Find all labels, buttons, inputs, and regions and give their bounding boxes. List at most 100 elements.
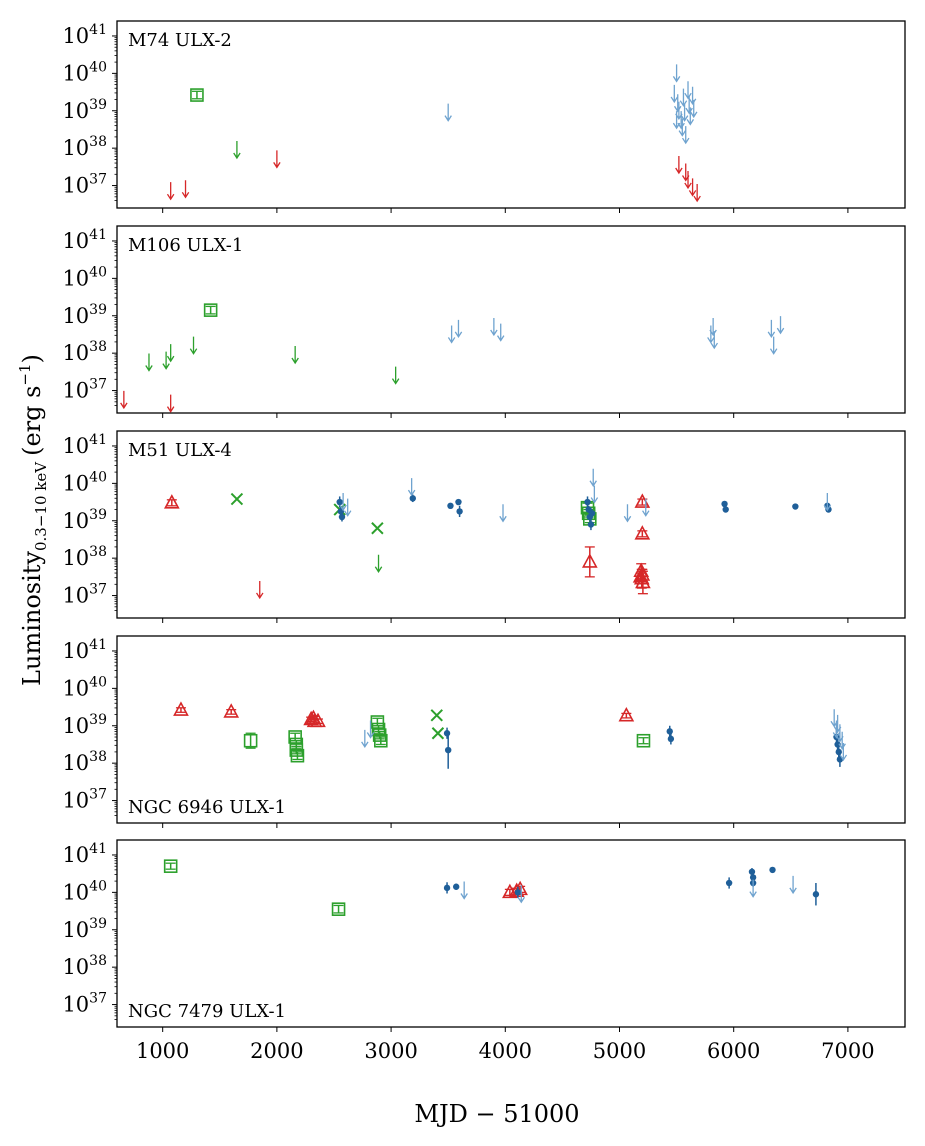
panel-title: M106 ULX-1	[128, 235, 243, 256]
x-tick-label: 2000	[250, 1039, 303, 1063]
upper-limit-arrow	[447, 325, 456, 344]
dot-marker	[721, 500, 728, 508]
upper-limit-arrow	[181, 180, 190, 199]
x-tick-label: 6000	[707, 1039, 760, 1063]
y-axis-title-unit: (erg s	[18, 386, 46, 456]
upper-limit-arrow	[499, 504, 507, 523]
upper-limit-arrow	[374, 554, 383, 573]
upper-limit-arrow	[366, 720, 375, 739]
dot-marker	[447, 502, 454, 509]
dot-marker	[444, 746, 452, 754]
y-tick-label: 1040	[62, 469, 107, 495]
upper-limit-arrow	[838, 731, 846, 750]
upper-limit-arrow	[823, 493, 832, 512]
upper-limit-arrow	[789, 875, 797, 895]
upper-limit-arrow	[642, 498, 650, 517]
dot-marker	[722, 506, 729, 513]
square-marker	[190, 88, 204, 102]
upper-limit-arrow	[710, 331, 719, 350]
dot-marker	[725, 879, 733, 887]
y-tick-label: 1039	[62, 302, 107, 328]
triangle-marker	[581, 553, 598, 568]
square-marker	[636, 733, 651, 748]
dot-marker	[336, 498, 343, 506]
panel-title: NGC 7479 ULX-1	[128, 1001, 286, 1022]
upper-limit-arrow	[684, 81, 692, 100]
upper-limit-arrow	[166, 394, 175, 413]
dot-marker	[584, 498, 591, 506]
x-tick-label: 4000	[479, 1039, 532, 1063]
y-tick-label: 1038	[62, 544, 107, 570]
triangle-marker	[173, 701, 189, 716]
upper-limit-arrow	[407, 478, 416, 497]
upper-limit-arrow	[233, 141, 241, 160]
y-tick-label: 1040	[62, 264, 107, 290]
dot-marker	[443, 730, 451, 737]
y-tick-label: 1039	[62, 712, 107, 738]
upper-limit-arrow	[693, 184, 701, 203]
x-tick-label: 3000	[364, 1039, 417, 1063]
panel-frame	[116, 430, 906, 619]
upper-limit-arrow	[590, 485, 599, 504]
upper-limit-arrow	[343, 498, 352, 517]
upper-limit-arrow	[444, 103, 452, 122]
panel: 1037 1038 1039 1040 1041 M106 ULX-1	[62, 225, 906, 418]
upper-limit-arrow	[767, 319, 776, 339]
panel-frame	[116, 839, 906, 1028]
upper-limit-arrow	[162, 351, 170, 370]
square-marker	[163, 859, 178, 873]
triangle-marker	[618, 706, 635, 722]
x-axis-title: MJD − 51000	[414, 1100, 579, 1128]
y-tick-label: 1041	[62, 637, 107, 663]
cross-marker	[230, 492, 244, 506]
cross-marker	[430, 709, 443, 722]
upper-limit-arrow	[769, 336, 778, 355]
upper-limit-arrow	[776, 316, 785, 335]
y-tick-label: 1038	[62, 749, 107, 775]
triangle-marker	[632, 568, 649, 583]
upper-limit-arrow	[689, 99, 698, 119]
dot-marker	[748, 868, 756, 875]
upper-limit-arrow	[680, 103, 689, 122]
cross-marker	[431, 727, 445, 740]
upper-limit-arrow	[681, 126, 690, 145]
upper-limit-arrow	[670, 84, 679, 104]
y-tick-label: 1040	[62, 674, 107, 700]
upper-limit-arrow	[688, 86, 697, 106]
y-tick-label: 1040	[62, 59, 107, 85]
square-marker	[290, 748, 305, 763]
y-tick-label: 1041	[62, 22, 107, 48]
dot-marker	[666, 728, 673, 735]
panel: 1037 1038 1039 1040 1041 NGC 6946 ULX-1	[62, 635, 906, 828]
upper-limit-arrow	[517, 885, 526, 904]
y-tick-label: 1037	[62, 582, 107, 608]
dot-marker	[338, 513, 346, 521]
x-tick-label: 1000	[136, 1039, 189, 1063]
triangle-marker	[163, 494, 180, 509]
upper-limit-arrow	[749, 879, 757, 898]
y-tick-label: 1040	[62, 878, 107, 904]
upper-limit-arrow	[673, 94, 682, 113]
y-axis-title-unit-exp: −1	[16, 363, 34, 385]
square-marker	[331, 902, 346, 916]
y-tick-label: 1038	[62, 953, 107, 979]
upper-limit-arrow	[496, 323, 505, 342]
y-tick-label: 1038	[62, 134, 107, 160]
panel-frame	[116, 20, 906, 209]
x-tick-label: 5000	[593, 1039, 646, 1063]
square-marker	[288, 730, 302, 744]
upper-limit-arrow	[672, 64, 681, 83]
panel-title: M74 ULX-2	[128, 30, 232, 51]
y-tick-label: 1039	[62, 97, 107, 123]
y-tick-label: 1037	[62, 172, 107, 198]
dot-marker	[514, 889, 522, 896]
upper-limit-arrow	[189, 336, 198, 355]
dot-marker	[792, 503, 799, 510]
dot-marker	[455, 498, 462, 506]
square-marker	[203, 303, 218, 317]
upper-limit-arrow	[675, 155, 683, 175]
upper-limit-arrow	[256, 580, 264, 600]
upper-limit-arrow	[686, 107, 695, 126]
triangle-marker	[634, 525, 651, 540]
